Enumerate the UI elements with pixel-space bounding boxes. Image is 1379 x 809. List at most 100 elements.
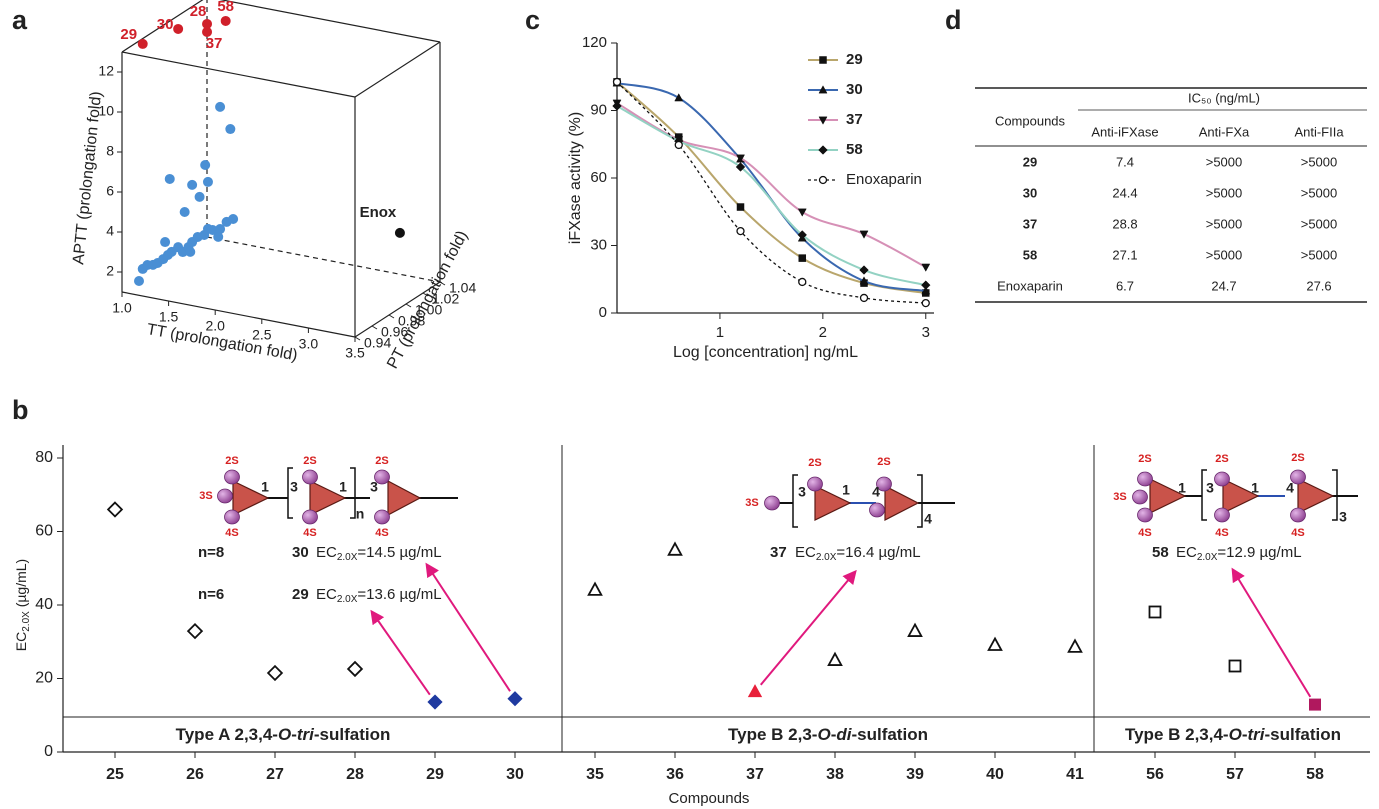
point (225, 124, 236, 135)
sulfate-label: 4S (303, 527, 316, 539)
point (213, 231, 224, 242)
sulfate-label: 4S (375, 527, 388, 539)
sugar (1222, 478, 1260, 514)
y-axis-title: EC2.0X (µg/mL) (13, 559, 32, 651)
x-tick-label: 29 (426, 766, 444, 783)
linkage-label: 1 (842, 482, 850, 498)
annotation-compound: 58 (1152, 544, 1169, 561)
box-edge (354, 281, 441, 338)
x-tick-label: 2.0 (205, 318, 225, 334)
group-label-part: -sulfation (1265, 725, 1342, 744)
x-tick-label: 2 (819, 324, 827, 341)
table-cell: >5000 (1301, 216, 1338, 231)
group-label-part: O (817, 725, 830, 744)
box-edge (121, 51, 356, 98)
sulfate (1132, 489, 1148, 505)
table-subheader: Anti-FIIa (1294, 124, 1344, 139)
linkage-label: 1 (261, 479, 269, 495)
sulfate-label: 2S (1138, 453, 1151, 465)
marker (921, 286, 931, 295)
point (215, 101, 226, 112)
annotation-part: EC (316, 586, 337, 603)
legend-label: 29 (846, 51, 863, 68)
annotation-compound: 29 (292, 586, 309, 603)
sulfate (807, 476, 823, 492)
sugar (232, 480, 270, 516)
group-label-part: Type B 2,3,4- (1125, 725, 1229, 744)
point (202, 18, 213, 29)
table-cell: 6.7 (1116, 278, 1134, 293)
sulfate-label: 2S (375, 455, 388, 467)
sulfate (764, 495, 780, 511)
annotation: EC2.0X=13.6 µg/mL (316, 586, 442, 605)
marker (818, 175, 828, 185)
annotation-part: =16.4 µg/mL (836, 544, 920, 561)
annotation-part: =12.9 µg/mL (1217, 544, 1301, 561)
marker (819, 56, 827, 64)
y-tick-label: 0.98 (398, 313, 425, 329)
marker (859, 265, 869, 275)
y-tick-label: 120 (582, 34, 607, 51)
marker (587, 581, 603, 596)
marker (797, 208, 807, 217)
table-cell: >5000 (1206, 247, 1243, 262)
y-tick-label: 0.96 (381, 324, 408, 340)
sulfate (302, 469, 318, 485)
sugar (1297, 478, 1335, 514)
series-line (616, 105, 927, 287)
point (185, 246, 196, 257)
y-tick-label: 0 (599, 304, 607, 321)
linkage-label: 4 (872, 484, 880, 500)
y-tick-label: 60 (35, 523, 53, 540)
point (173, 23, 184, 34)
group-label-part: - (831, 725, 837, 744)
z-tick-label: 8 (106, 143, 114, 159)
group-label-part: Type B 2,3- (728, 725, 817, 744)
marker (736, 226, 745, 236)
sulfate-label: 2S (877, 456, 890, 468)
y-tick-label: 0 (44, 743, 53, 760)
hidden-edge (206, 236, 441, 283)
point (202, 26, 213, 37)
sulfate (224, 469, 240, 485)
marker (735, 162, 746, 172)
x-tick-label: 40 (986, 766, 1004, 783)
annotation-part: =14.5 µg/mL (357, 544, 441, 561)
annotation-part: EC (1176, 544, 1197, 561)
linkage-label: 1 (1251, 480, 1259, 496)
annotation-part: 2.0X (337, 594, 358, 605)
marker (798, 254, 807, 262)
point (202, 176, 213, 187)
annotation-part: EC (316, 544, 337, 561)
table-cell: >5000 (1301, 154, 1338, 169)
table-cell: >5000 (1301, 247, 1338, 262)
marker (818, 145, 828, 155)
series-line (616, 81, 926, 304)
annotation: EC2.0X=12.9 µg/mL (1176, 544, 1302, 563)
sulfate (876, 476, 892, 492)
x-tick-label: 35 (586, 766, 604, 783)
sugar (814, 485, 852, 521)
marker (106, 501, 124, 518)
point-label: Enox (360, 204, 397, 221)
sulfate-label: 4S (225, 527, 238, 539)
annotation-n: n=6 (198, 586, 224, 603)
z-tick-label: 4 (106, 223, 114, 239)
y-tick (405, 303, 412, 308)
table-cell: 24.4 (1112, 185, 1137, 200)
marker (921, 263, 931, 272)
annotation-part: 2.0X (337, 552, 358, 563)
point (207, 225, 218, 236)
sulfate-label: 4S (1215, 527, 1228, 539)
annotation-part: 2.0X (1197, 552, 1218, 563)
marker (859, 230, 869, 239)
x-tick-label: 57 (1226, 766, 1244, 783)
bracket (792, 474, 798, 528)
x-tick-label: 39 (906, 766, 924, 783)
x-tick-label: 38 (826, 766, 844, 783)
y-axis-title-part: EC (13, 632, 29, 651)
bracket (917, 474, 923, 528)
point-label: 29 (120, 26, 137, 43)
point-label: 30 (157, 16, 174, 33)
sulfate (1290, 507, 1306, 523)
